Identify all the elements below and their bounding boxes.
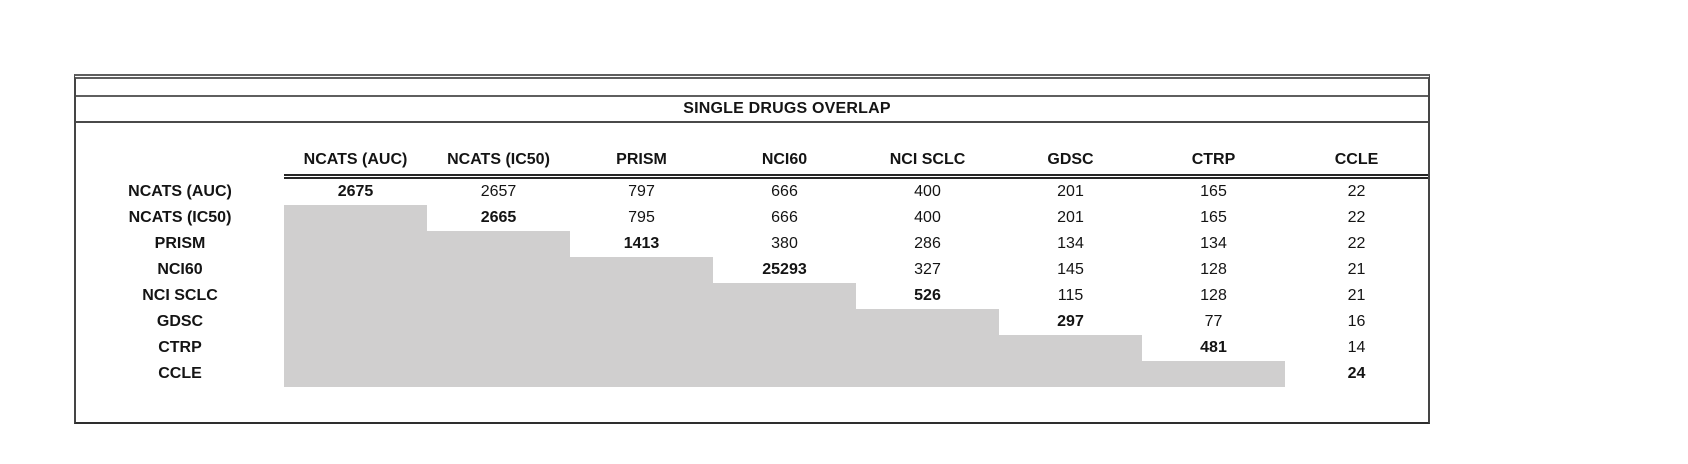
column-header: NCATS (IC50) [427,123,570,179]
shaded-cell [284,335,427,361]
table-row: NCATS (IC50) 2665 795 666 400 201 165 22 [76,205,1428,231]
value-cell: 16 [1347,313,1366,330]
matrix-body: NCATS (AUC) 2675 2657 797 666 400 201 165 22 NCAT… [76,179,1428,387]
value-cell: 128 [1200,261,1227,278]
row-header: CTRP [158,339,202,356]
shaded-cell [284,205,427,231]
row-header: NCI60 [157,261,203,278]
overlap-table-frame: SINGLE DRUGS OVERLAP NCATS (AUC) NCATS (I… [74,74,1430,424]
value-cell: 201 [1057,183,1084,200]
column-header: NCI60 [713,123,856,179]
diagonal-value-cell: 1413 [623,235,660,252]
value-cell: 22 [1347,183,1366,200]
shaded-cell [713,335,856,361]
shaded-cell [570,309,713,335]
value-cell: 128 [1200,287,1227,304]
value-cell: 134 [1057,235,1084,252]
shaded-cell [284,257,427,283]
value-cell: 2657 [480,183,517,200]
table-row: PRISM 1413 380 286 134 134 22 [76,231,1428,257]
matrix-header-row: NCATS (AUC) NCATS (IC50) PRISM NCI60 NCI SCL… [76,123,1428,179]
value-cell: 666 [771,209,798,226]
shaded-cell [570,335,713,361]
table-title: SINGLE DRUGS OVERLAP [76,97,1428,123]
row-header: GDSC [156,313,204,330]
shaded-cell [856,309,999,335]
value-cell: 165 [1200,209,1227,226]
shaded-cell [427,231,570,257]
value-cell: 797 [628,183,655,200]
value-cell: 201 [1057,209,1084,226]
value-cell: 21 [1347,287,1366,304]
value-cell: 21 [1347,261,1366,278]
value-cell: 795 [628,209,655,226]
table-row: NCATS (AUC) 2675 2657 797 666 400 201 165 22 [76,179,1428,205]
value-cell: 400 [914,209,941,226]
diagonal-value-cell: 25293 [762,261,807,278]
table-row: CCLE 24 [76,361,1428,387]
value-cell: 145 [1057,261,1084,278]
shaded-cell [570,257,713,283]
table-row: NCI SCLC 526 115 128 21 [76,283,1428,309]
diagonal-value-cell: 2665 [480,209,517,226]
row-header: NCATS (IC50) [128,209,232,226]
column-header: NCATS (AUC) [284,123,427,179]
table-row: GDSC 297 77 16 [76,309,1428,335]
value-cell: 400 [914,183,941,200]
value-cell: 165 [1200,183,1227,200]
shaded-cell [999,335,1142,361]
shaded-cell [999,361,1142,387]
value-cell: 77 [1204,313,1223,330]
shaded-cell [856,335,999,361]
value-cell: 115 [1057,287,1084,304]
shaded-cell [713,361,856,387]
diagonal-value-cell: 481 [1200,339,1227,356]
column-header: GDSC [999,123,1142,179]
value-cell: 134 [1200,235,1227,252]
shaded-cell [1142,361,1285,387]
shaded-cell [427,257,570,283]
shaded-cell [427,309,570,335]
column-header: PRISM [570,123,713,179]
shaded-cell [284,283,427,309]
column-header: CTRP [1142,123,1285,179]
value-cell: 666 [771,183,798,200]
table-row: NCI60 25293 327 145 128 21 [76,257,1428,283]
shaded-cell [713,309,856,335]
value-cell: 286 [914,235,941,252]
column-header: NCI SCLC [856,123,999,179]
top-empty-row [76,79,1428,97]
shaded-cell [570,361,713,387]
row-header: PRISM [154,235,206,252]
shaded-cell [284,309,427,335]
bottom-empty-area [76,387,1428,424]
shaded-cell [856,361,999,387]
shaded-cell [284,231,427,257]
shaded-cell [427,335,570,361]
table-row: CTRP 481 14 [76,335,1428,361]
value-cell: 22 [1347,209,1366,226]
value-cell: 14 [1347,339,1366,356]
value-cell: 327 [914,261,941,278]
value-cell: 22 [1347,235,1366,252]
row-header: NCATS (AUC) [128,183,232,200]
column-header: CCLE [1285,123,1428,179]
diagonal-value-cell: 297 [1057,313,1084,330]
row-header: CCLE [158,365,202,382]
shaded-cell [570,283,713,309]
shaded-cell [284,361,427,387]
diagonal-value-cell: 526 [914,287,941,304]
value-cell: 380 [771,235,798,252]
diagonal-value-cell: 2675 [337,183,374,200]
shaded-cell [427,361,570,387]
row-header: NCI SCLC [142,287,218,304]
diagonal-value-cell: 24 [1347,365,1366,382]
shaded-cell [713,283,856,309]
corner-cell [76,123,284,179]
shaded-cell [427,283,570,309]
